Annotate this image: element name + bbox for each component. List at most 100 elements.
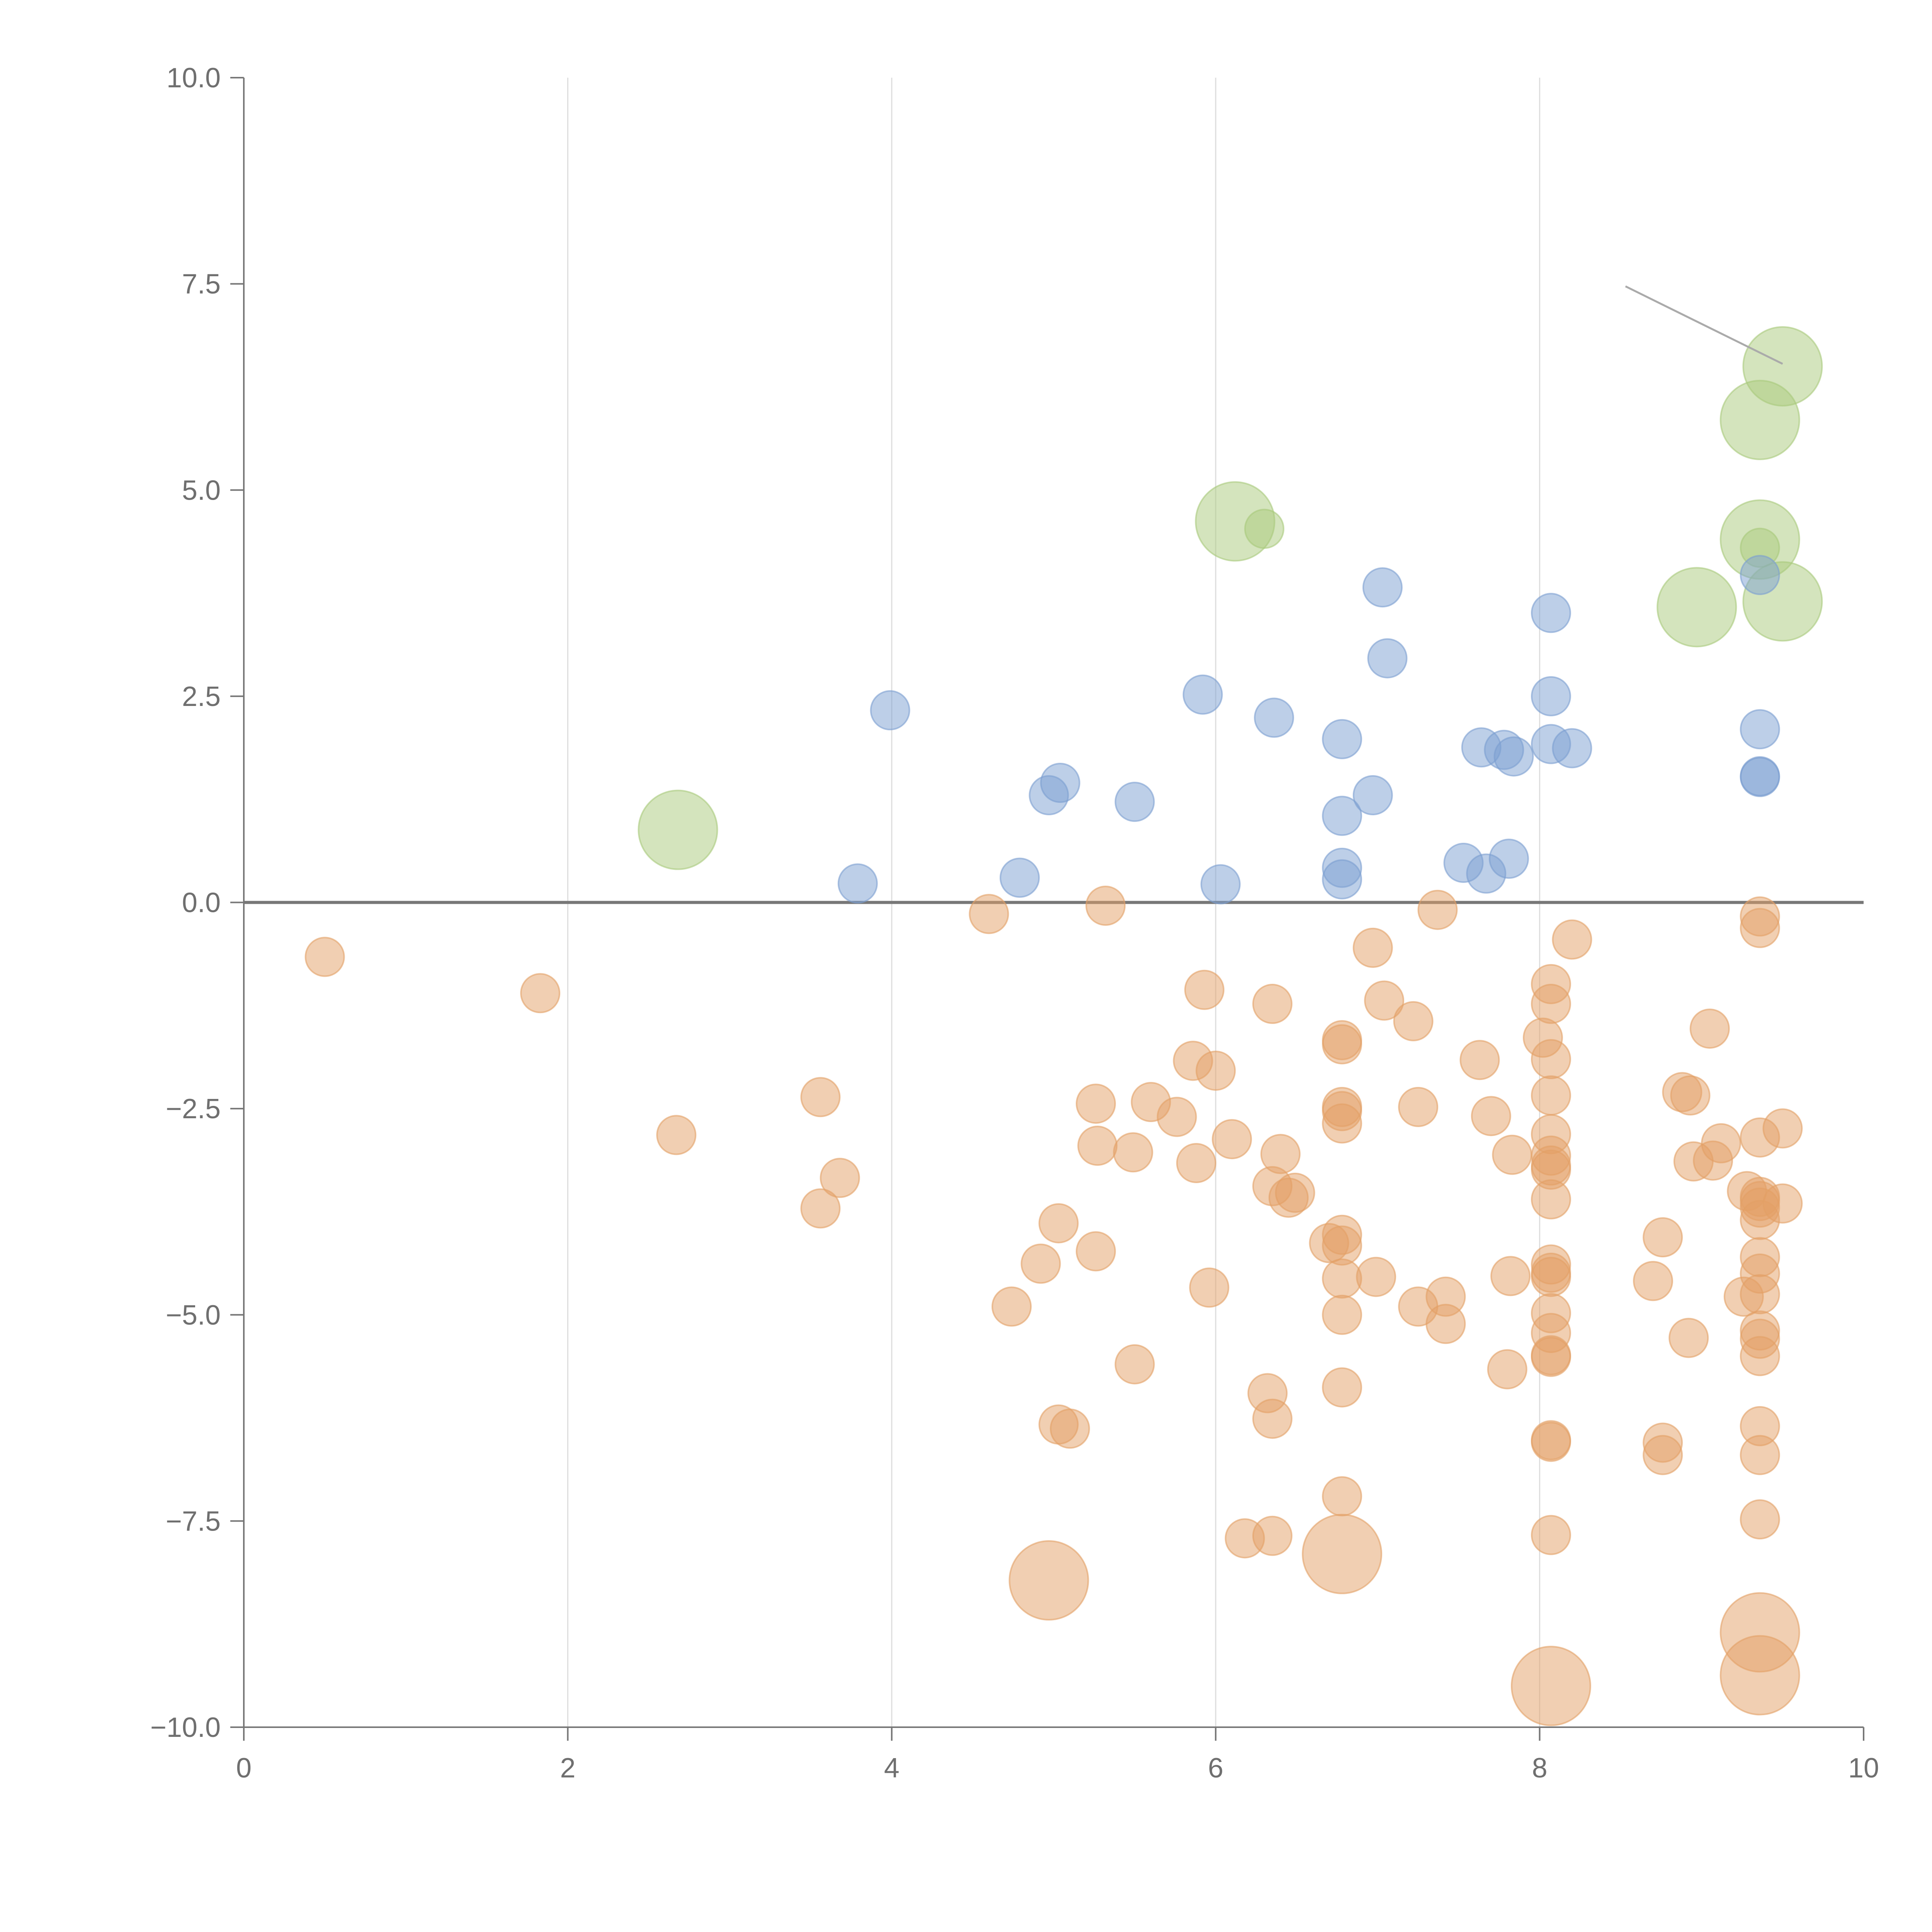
data-point xyxy=(1552,919,1592,960)
data-point xyxy=(1040,762,1080,803)
data-point xyxy=(1020,1243,1061,1284)
data-point xyxy=(1156,1097,1197,1137)
data-point xyxy=(1182,674,1223,715)
x-tick-label: 2 xyxy=(560,1753,575,1784)
data-points xyxy=(304,326,1823,1726)
data-point xyxy=(1643,1217,1683,1258)
data-point xyxy=(1701,1123,1742,1163)
data-point xyxy=(1531,1075,1571,1116)
data-point xyxy=(1492,1134,1532,1175)
data-point xyxy=(820,1158,860,1198)
data-point xyxy=(1531,1039,1571,1080)
data-point xyxy=(1656,567,1737,648)
y-tick-label: −2.5 xyxy=(166,1094,221,1124)
data-point xyxy=(1493,736,1534,777)
data-point xyxy=(1322,796,1362,836)
data-point xyxy=(1740,1274,1780,1315)
data-point xyxy=(1668,1318,1709,1358)
data-point xyxy=(1719,1635,1800,1716)
data-point xyxy=(1114,782,1155,822)
y-tick-label: −5.0 xyxy=(166,1300,221,1331)
data-point xyxy=(800,1188,841,1229)
data-point xyxy=(1075,1083,1116,1124)
annotation-line xyxy=(1625,285,1783,365)
data-point xyxy=(1398,1087,1439,1127)
axes: 10.0 7.5 5.0 2.5 0.0 −2.5 −5.0 −7.5 −10.0 0 2 4 6 8 10 xyxy=(150,63,1879,1784)
y-tick-label: 5.0 xyxy=(182,475,221,506)
data-point xyxy=(304,937,345,977)
data-point xyxy=(1510,1646,1591,1726)
data-point xyxy=(1322,1294,1362,1335)
y-tick-label: 10.0 xyxy=(167,63,221,94)
data-point xyxy=(1740,908,1780,948)
data-point xyxy=(1531,1422,1571,1462)
data-point xyxy=(1488,838,1529,879)
data-point xyxy=(1322,1476,1362,1517)
data-point xyxy=(1075,1231,1116,1272)
data-point xyxy=(870,690,910,731)
data-point xyxy=(1252,1398,1293,1439)
data-point xyxy=(1196,1050,1236,1091)
data-point xyxy=(1531,1179,1571,1219)
data-point xyxy=(1212,1119,1252,1160)
data-point xyxy=(1762,1183,1803,1224)
data-point xyxy=(1740,1499,1780,1540)
annotations xyxy=(1625,285,1783,365)
data-point xyxy=(656,1115,697,1155)
data-point xyxy=(1459,1040,1500,1080)
data-point xyxy=(800,1077,841,1117)
data-point xyxy=(1531,1337,1571,1377)
data-point xyxy=(1260,1134,1301,1174)
y-tick-label: 0.0 xyxy=(182,888,221,918)
data-point xyxy=(1038,1203,1079,1243)
data-point xyxy=(1670,1075,1711,1116)
data-point xyxy=(1740,1435,1780,1475)
data-point xyxy=(1364,980,1405,1021)
data-point xyxy=(638,789,718,870)
data-point xyxy=(1322,719,1362,759)
data-point xyxy=(1531,984,1571,1024)
data-point xyxy=(1322,859,1362,900)
y-tick-label: 2.5 xyxy=(182,681,221,712)
data-point xyxy=(992,1286,1032,1327)
data-point xyxy=(1352,927,1393,968)
data-point xyxy=(1113,1132,1153,1173)
data-point xyxy=(1740,1336,1780,1376)
data-point xyxy=(1302,1514,1383,1594)
data-point xyxy=(1352,775,1393,816)
data-point xyxy=(1719,379,1800,460)
data-point xyxy=(1356,1257,1396,1297)
data-point xyxy=(520,973,561,1014)
x-tick-label: 4 xyxy=(884,1753,900,1784)
gridlines xyxy=(244,78,1864,1727)
data-point xyxy=(1244,509,1284,549)
data-point xyxy=(1252,984,1293,1024)
data-point xyxy=(1322,1103,1362,1144)
x-tick-label: 6 xyxy=(1208,1753,1223,1784)
data-point xyxy=(1322,1367,1362,1408)
y-tick-label: −10.0 xyxy=(150,1712,221,1743)
data-point xyxy=(1531,676,1571,716)
data-point xyxy=(1322,1258,1362,1299)
data-point xyxy=(1009,1540,1089,1621)
data-point xyxy=(1762,1108,1803,1149)
series-orange xyxy=(304,886,1803,1726)
data-point xyxy=(1189,1267,1230,1308)
data-point xyxy=(1740,709,1780,750)
data-point xyxy=(1487,1349,1527,1389)
data-point xyxy=(1085,886,1126,926)
data-point xyxy=(1393,1001,1434,1041)
data-point xyxy=(1362,567,1403,608)
data-point xyxy=(1275,1172,1315,1213)
data-point xyxy=(1643,1435,1683,1475)
data-point xyxy=(837,863,878,904)
data-point xyxy=(1254,697,1294,738)
x-tick-label: 8 xyxy=(1532,1753,1548,1784)
data-point xyxy=(1471,1096,1511,1136)
x-tick-label: 10 xyxy=(1848,1753,1879,1784)
data-point xyxy=(969,894,1009,934)
series-blue xyxy=(837,555,1780,905)
data-point xyxy=(1689,1009,1730,1049)
